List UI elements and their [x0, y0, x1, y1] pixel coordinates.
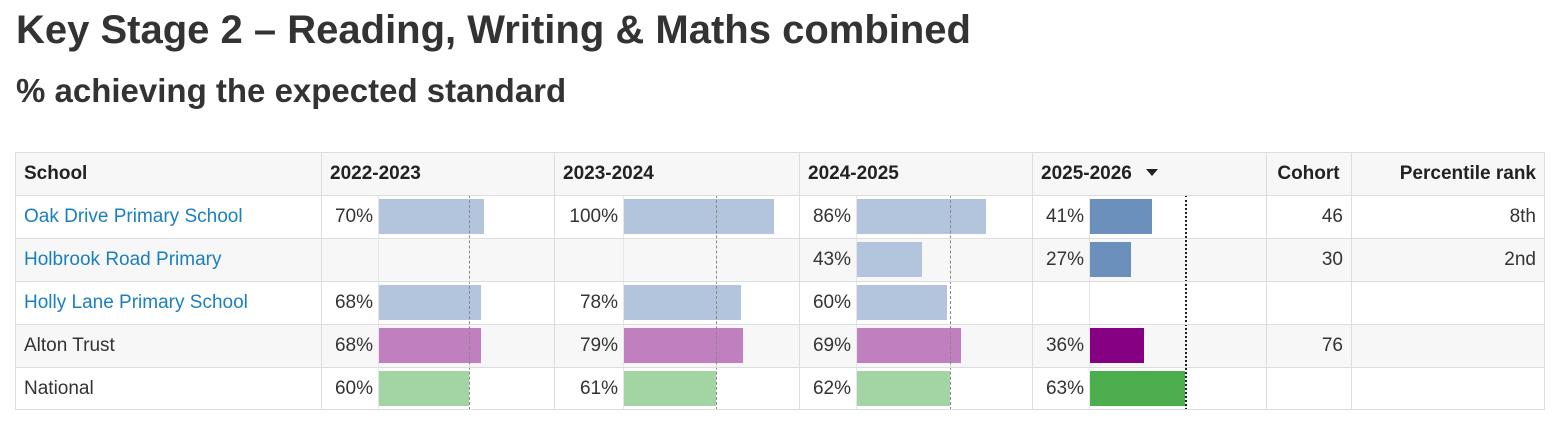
value-label: 70% — [334, 206, 373, 227]
column-header-2024-2025[interactable]: 2024-2025 — [808, 163, 899, 184]
national-reference-line — [1184, 195, 1187, 410]
results-table: School 2022-2023 2023-2024 2024-2025 202… — [15, 152, 1545, 410]
column-header-2025-2026[interactable]: 2025-2026 — [1041, 152, 1158, 195]
data-bar — [624, 328, 743, 363]
bar-area-divider — [378, 195, 379, 410]
value-label: 68% — [334, 292, 373, 313]
column-header-cohort[interactable]: Cohort — [1277, 163, 1340, 184]
school-link[interactable]: Holly Lane Primary School — [24, 292, 248, 313]
value-label: 69% — [812, 335, 851, 356]
row-bg — [15, 195, 1545, 238]
row-label: Alton Trust — [24, 335, 115, 356]
data-bar — [857, 285, 947, 320]
percentile-value — [1351, 281, 1536, 324]
row-label: National — [24, 378, 94, 399]
column-header-school[interactable]: School — [24, 163, 88, 184]
data-bar — [857, 328, 961, 363]
national-reference-line — [715, 195, 717, 410]
cohort-value — [1266, 281, 1343, 324]
data-bar — [1090, 242, 1131, 277]
row-bg — [15, 238, 1545, 281]
data-bar — [379, 285, 481, 320]
percentile-value — [1351, 367, 1536, 410]
value-label: 78% — [579, 292, 618, 313]
data-bar — [624, 371, 716, 406]
value-label: 79% — [579, 335, 618, 356]
row-bg — [15, 281, 1545, 324]
cohort-value: 76 — [1321, 335, 1343, 356]
value-label: 68% — [334, 335, 373, 356]
value-label: 36% — [1045, 335, 1084, 356]
data-bar — [857, 371, 950, 406]
value-label: 63% — [1045, 378, 1084, 399]
value-label — [554, 238, 618, 281]
cohort-value: 46 — [1321, 206, 1343, 227]
cohort-value: 30 — [1321, 249, 1343, 270]
data-bar — [379, 199, 484, 234]
data-bar — [379, 328, 481, 363]
row-divider — [15, 409, 1545, 410]
national-reference-line — [950, 195, 951, 410]
column-header-percentile-rank[interactable]: Percentile rank — [1399, 163, 1536, 184]
row-divider — [15, 367, 1545, 368]
data-bar — [624, 285, 741, 320]
sort-desc-icon — [1145, 169, 1158, 177]
column-header-2023-2024[interactable]: 2023-2024 — [563, 163, 654, 184]
value-label: 60% — [812, 292, 851, 313]
row-divider — [15, 281, 1545, 282]
value-label: 27% — [1045, 249, 1084, 270]
data-bar — [624, 199, 774, 234]
school-link[interactable]: Oak Drive Primary School — [24, 206, 243, 227]
school-link[interactable]: Holbrook Road Primary — [24, 249, 222, 270]
value-label — [1032, 281, 1084, 324]
header-row-bg — [15, 152, 1545, 195]
value-label: 61% — [579, 378, 618, 399]
value-label — [321, 238, 373, 281]
row-divider — [15, 238, 1545, 239]
row-bg — [15, 324, 1545, 367]
bar-area-divider — [1089, 195, 1090, 410]
bar-area-divider — [856, 195, 857, 410]
value-label: 62% — [812, 378, 851, 399]
data-bar — [857, 242, 922, 277]
data-bar — [857, 199, 986, 234]
row-divider — [15, 324, 1545, 325]
column-header-label: 2025-2026 — [1041, 163, 1132, 184]
value-label: 41% — [1045, 206, 1084, 227]
column-header-2022-2023[interactable]: 2022-2023 — [330, 163, 421, 184]
value-label: 100% — [569, 206, 618, 227]
data-bar — [379, 371, 469, 406]
data-bar — [1090, 371, 1185, 406]
value-label: 60% — [334, 378, 373, 399]
row-bg — [15, 367, 1545, 410]
bar-area-divider — [623, 195, 624, 410]
value-label: 86% — [812, 206, 851, 227]
national-reference-line — [469, 195, 470, 410]
percentile-value: 2nd — [1504, 249, 1536, 270]
percentile-value: 8th — [1509, 206, 1536, 227]
page-subtitle: % achieving the expected standard — [16, 72, 567, 109]
data-bar — [1090, 328, 1144, 363]
percentile-value — [1351, 324, 1536, 367]
cohort-value — [1266, 367, 1343, 410]
row-divider — [15, 195, 1545, 196]
value-label: 43% — [812, 249, 851, 270]
row-divider — [15, 152, 1545, 153]
data-bar — [1090, 199, 1152, 234]
page-title: Key Stage 2 – Reading, Writing & Maths c… — [16, 8, 971, 52]
